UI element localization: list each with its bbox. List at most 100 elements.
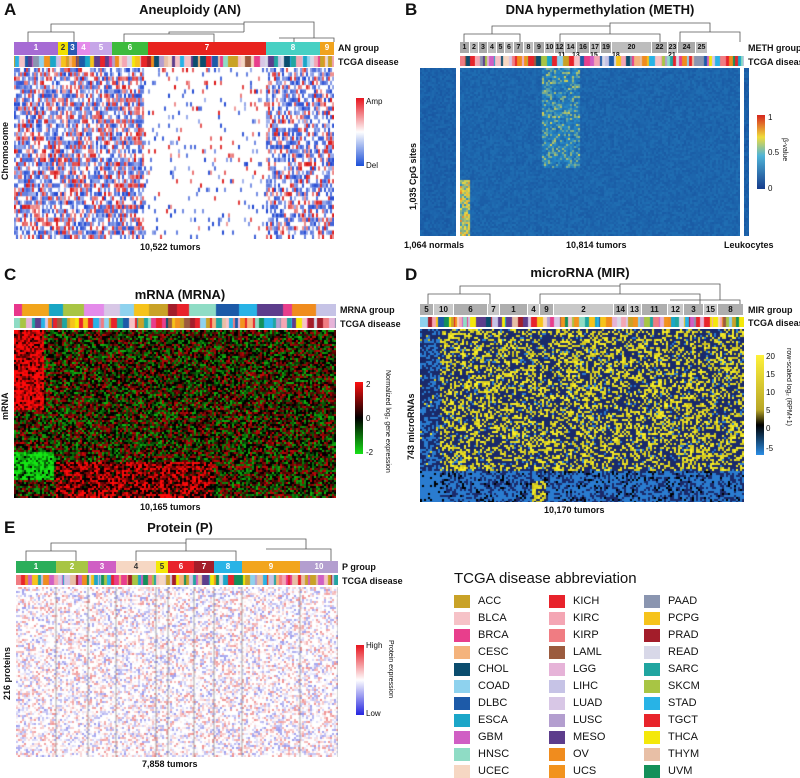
legend-swatch [454,713,470,727]
legend-item-uvm: UVM [644,764,739,778]
panel-e-row-label: 216 proteins [2,646,12,700]
legend-code: LAML [573,646,602,658]
panel-a-letter: A [4,0,17,19]
panel-b-tick-05: 0.5 [768,148,780,157]
legend-code: PRAD [668,629,699,641]
mir-group-4: 4 [528,304,540,315]
legend-swatch [644,662,660,676]
meth-group-18: 18 [612,52,620,59]
panel-d-dendrogram [427,283,741,304]
panel-b-disease-label: TCGA disease [748,57,800,67]
mir-group-2: 2 [554,304,614,315]
mir-group-11: 11 [642,304,668,315]
panel-d-disease-label: TCGA disease [748,318,800,328]
legend-code: HNSC [478,748,510,760]
legend-code: PCPG [668,612,700,624]
legend-swatch [454,594,470,608]
legend-item-ucec: UCEC [454,764,549,778]
legend-item-stad: STAD [644,696,739,710]
legend-item-cesc: CESC [454,645,549,659]
legend-swatch [454,696,470,710]
panel-a-dendrogram [27,21,335,42]
panel-c-group-label: MRNA group [340,305,395,315]
legend-code: LUAD [573,697,603,709]
panel-c-footer: 10,165 tumors [140,502,201,512]
panel-b-legend-title: β-value [781,138,788,162]
panel-b-colorbar [757,115,765,189]
legend-code: READ [668,646,699,658]
meth-group-19: 19 [601,42,612,53]
legend-item-acc: ACC [454,594,549,608]
panel-a-colorbar [356,98,364,166]
legend-item-lusc: LUSC [549,713,644,727]
panel-d-legend-title: row-scaled log₂ (RPM+1) [785,348,792,426]
meth-group-23: 23 [668,42,678,53]
panel-b-normals-heatmap [420,68,456,236]
legend-swatch [454,747,470,761]
legend-code: ACC [478,595,502,607]
legend-swatch [454,628,470,642]
panel-d-group-bar: 5 10 6 7 1 4 9 2 14 13 11 12 3 15 8 [420,304,744,315]
panel-d-colorbar [756,355,764,455]
legend-item-dlbc: DLBC [454,696,549,710]
mir-group-15: 15 [704,304,718,315]
panel-a-disease-strip [14,56,334,67]
legend-swatch [549,730,565,744]
panel-c-tick-m2: -2 [366,448,374,457]
meth-group-25: 25 [696,42,708,53]
panel-a-legend-high: Amp [366,97,383,106]
legend-item-meso: MESO [549,730,644,744]
panel-c-title: mRNA (MRNA) [134,287,226,302]
an-group-7: 7 [148,42,266,55]
legend-swatch [454,662,470,676]
legend-code: MESO [573,731,606,743]
panel-d-title: microRNA (MIR) [530,265,630,280]
legend-swatch [644,730,660,744]
panel-a-row-label: Chromosome [0,121,10,180]
legend-code: BLCA [478,612,507,624]
legend-item-esca: ESCA [454,713,549,727]
p-group-8: 8 [214,561,242,573]
panel-c-group-bar [14,304,336,316]
panel-b-footer-mid: 10,814 tumors [566,240,627,250]
panel-e-group-bar: 1 2 3 4 5 6 7 8 9 10 [16,561,338,573]
legend-item-lihc: LIHC [549,679,644,693]
legend-item-skcm: SKCM [644,679,739,693]
an-group-3: 3 [68,42,77,55]
panel-c-legend-title: Normalized log₂ gene expression [384,370,391,473]
legend-swatch [644,611,660,625]
meth-group-10: 10 [545,42,555,53]
legend-swatch [644,696,660,710]
meth-group-9: 9 [534,42,545,53]
panel-c-tick-2: 2 [366,380,371,389]
meth-group-7: 7 [514,42,524,53]
panel-a-footer: 10,522 tumors [140,242,201,252]
disease-legend: ACC KICH PAAD BLCA KIRC PCPG BRCA KIRP PRAD CESC L… [454,594,739,778]
p-group-10: 10 [300,561,338,573]
panel-e-letter: E [4,518,16,537]
legend-swatch [549,764,565,778]
meth-group-20: 20 [612,42,652,53]
legend-code: KIRC [573,612,600,624]
an-group-4: 4 [77,42,90,55]
meth-group-22: 22 [652,42,668,53]
panel-d-tick-5: 5 [766,406,771,415]
mir-group-13: 13 [628,304,642,315]
legend-item-paad: PAAD [644,594,739,608]
panel-e-disease-strip [16,575,338,585]
meth-group-14: 14 [565,42,577,53]
legend-swatch [549,645,565,659]
legend-item-coad: COAD [454,679,549,693]
meth-group-2: 2 [470,42,479,53]
panel-e-group-label: P group [342,562,376,572]
legend-item-sarc: SARC [644,662,739,676]
legend-code: STAD [668,697,697,709]
an-group-1: 1 [14,42,58,55]
panel-d-tick-m5: -5 [766,444,774,453]
panel-b-footer-right: Leukocytes [724,240,774,250]
meth-group-3: 3 [479,42,488,53]
panel-d-row-label: 743 microRNAs [406,393,416,460]
legend-code: OV [573,748,589,760]
panel-d-footer: 10,170 tumors [544,505,605,515]
legend-item-kich: KICH [549,594,644,608]
